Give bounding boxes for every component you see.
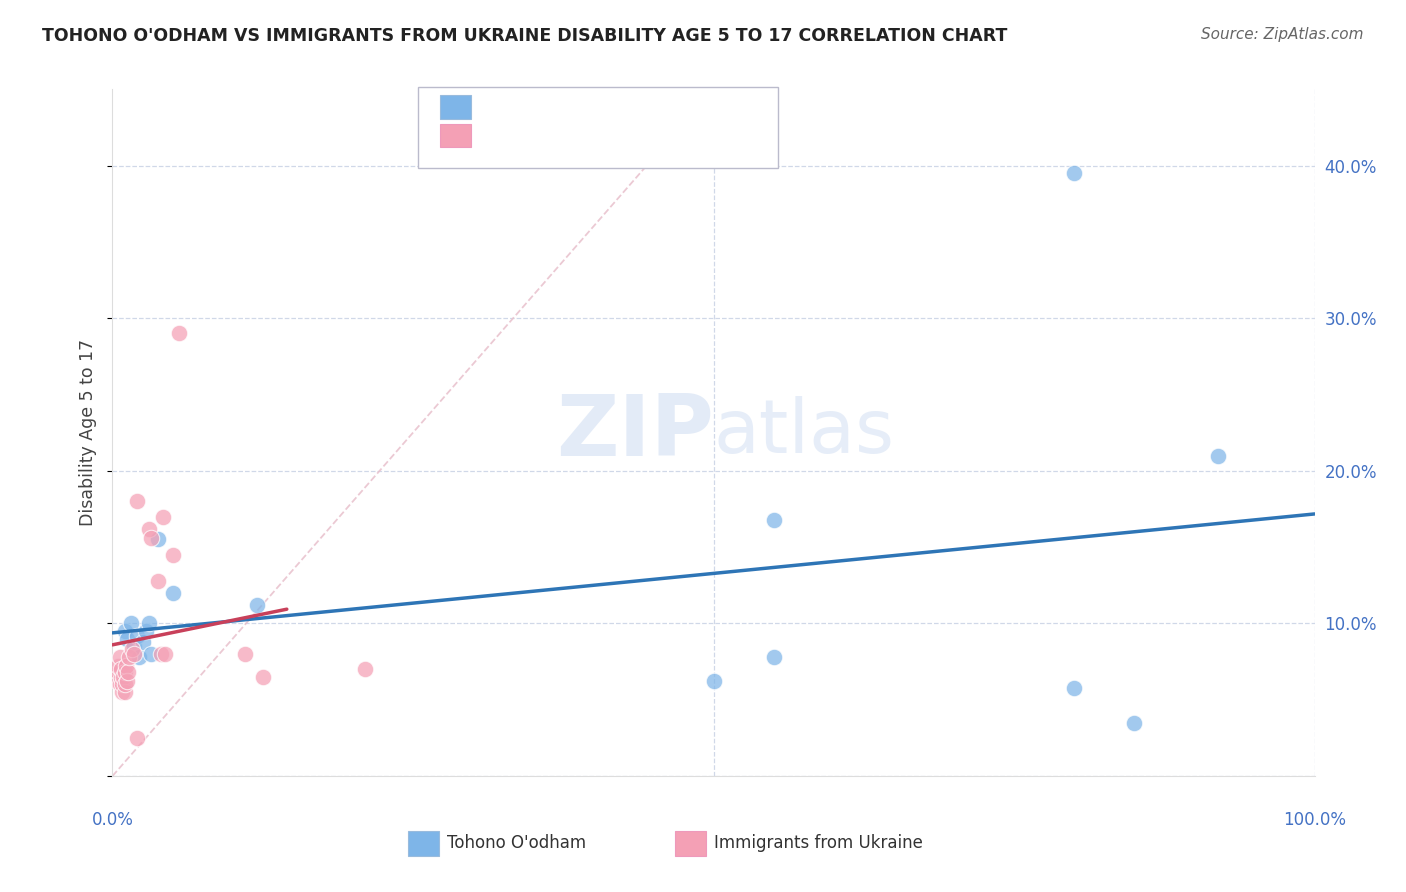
Text: atlas: atlas: [713, 396, 894, 469]
Point: [117, 665, 139, 680]
Point: [146, 574, 169, 588]
Text: 0.0%: 0.0%: [91, 811, 134, 829]
Text: R =  0.516   N = 20: R = 0.516 N = 20: [479, 96, 655, 114]
Point: [138, 522, 160, 536]
Point: [114, 685, 136, 699]
Point: [125, 494, 148, 508]
Point: [114, 665, 136, 680]
Point: [152, 509, 174, 524]
Point: [149, 647, 172, 661]
Point: [108, 677, 131, 691]
Point: [122, 640, 145, 654]
Point: [115, 632, 138, 646]
Point: [115, 674, 138, 689]
Point: [762, 513, 785, 527]
Y-axis label: Disability Age 5 to 17: Disability Age 5 to 17: [79, 339, 97, 526]
Point: [139, 531, 162, 545]
Point: [128, 650, 150, 665]
Text: ZIP: ZIP: [555, 391, 713, 475]
Point: [1208, 449, 1230, 463]
Point: [120, 616, 142, 631]
Point: [354, 662, 377, 676]
Point: [162, 586, 184, 600]
Point: [762, 650, 785, 665]
Point: [114, 624, 136, 638]
Point: [111, 685, 134, 699]
Point: [111, 677, 134, 691]
Point: [122, 647, 145, 661]
Text: Source: ZipAtlas.com: Source: ZipAtlas.com: [1201, 27, 1364, 42]
Point: [110, 662, 132, 676]
Point: [702, 674, 725, 689]
Point: [107, 659, 129, 673]
Point: [252, 670, 274, 684]
Point: [108, 650, 131, 665]
Point: [162, 548, 184, 562]
Point: [107, 665, 129, 680]
Point: [114, 659, 136, 673]
Point: [138, 616, 160, 631]
Point: [125, 731, 148, 745]
Text: 100.0%: 100.0%: [1284, 811, 1346, 829]
Point: [233, 647, 256, 661]
Text: TOHONO O'ODHAM VS IMMIGRANTS FROM UKRAINE DISABILITY AGE 5 TO 17 CORRELATION CHA: TOHONO O'ODHAM VS IMMIGRANTS FROM UKRAIN…: [42, 27, 1008, 45]
Point: [135, 624, 157, 638]
Text: Immigrants from Ukraine: Immigrants from Ukraine: [714, 834, 924, 852]
Point: [1063, 166, 1085, 180]
Point: [1123, 715, 1146, 730]
Point: [118, 650, 141, 665]
Point: [131, 634, 153, 648]
Point: [167, 326, 190, 341]
Point: [105, 674, 128, 689]
Point: [125, 629, 148, 643]
Point: [114, 677, 136, 691]
Point: [139, 647, 162, 661]
Point: [155, 647, 177, 661]
Point: [121, 642, 143, 657]
Point: [1063, 681, 1085, 695]
Point: [146, 533, 169, 547]
Text: R =  0.44   N = 32: R = 0.44 N = 32: [479, 125, 644, 143]
Point: [246, 598, 269, 612]
Point: [112, 670, 135, 684]
Point: [110, 671, 132, 685]
Text: Tohono O'odham: Tohono O'odham: [447, 834, 586, 852]
